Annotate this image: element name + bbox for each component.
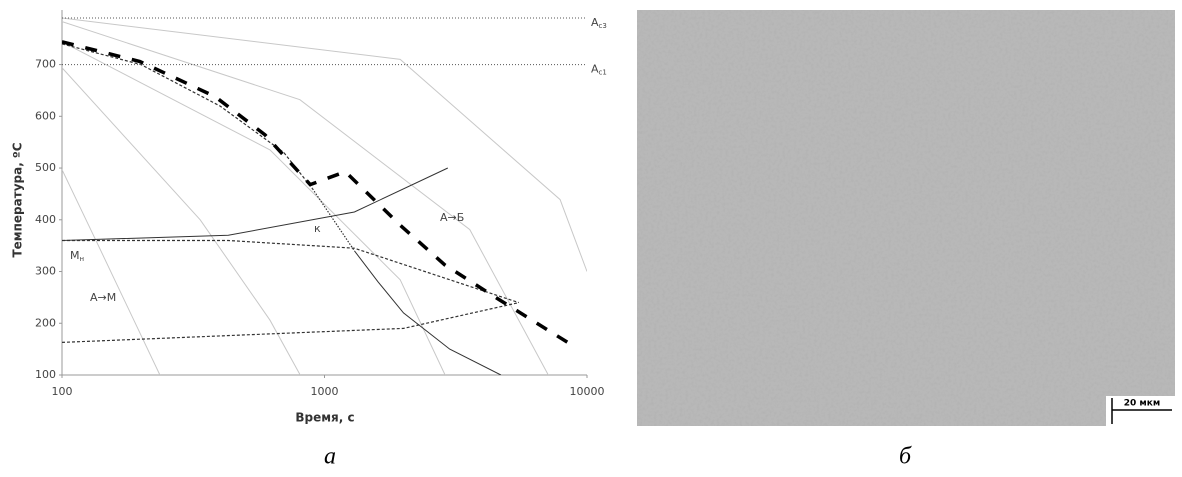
reference-label-main: A: [591, 63, 599, 76]
y-tick-label: 300: [35, 265, 56, 278]
y-tick-label: 200: [35, 316, 56, 329]
cooling-curve: [62, 169, 161, 375]
x-axis-title: Время, с: [295, 411, 354, 425]
y-tick-label: 400: [35, 213, 56, 226]
x-tick-label: 1000: [311, 385, 339, 398]
y-tick-label: 600: [35, 109, 56, 122]
cooling-curve: [62, 302, 519, 343]
x-tick-label: 100: [52, 385, 73, 398]
reference-label-sub: c1: [599, 69, 607, 77]
cooling-curve: [62, 239, 519, 304]
annotation-text: A→M: [90, 291, 116, 304]
panel-label: б: [899, 444, 912, 470]
y-tick-label: 500: [35, 161, 56, 174]
annotation-text: M: [70, 249, 80, 262]
cooling-curve: [62, 43, 313, 190]
reference-label: Ac1: [591, 63, 607, 77]
cooling-curve: [62, 67, 301, 375]
cooling-curve: [62, 21, 549, 375]
x-tick-label: 10000: [570, 385, 605, 398]
y-axis-title: Температура, ºС: [11, 142, 25, 257]
scale-label: 20 мкм: [1124, 399, 1160, 409]
reference-label-main: A: [591, 16, 599, 29]
annotation-text: A→Б: [440, 211, 464, 224]
cooling-curve: [62, 40, 573, 347]
annotation-sub: н: [80, 255, 85, 263]
cooling-curve: [354, 250, 502, 375]
panel-label: а: [324, 444, 336, 470]
reference-label-sub: c3: [599, 22, 607, 30]
annotation: Mн: [70, 249, 84, 263]
scale-box: [1106, 396, 1175, 426]
y-tick-label: 700: [35, 58, 56, 71]
reference-label: Ac3: [591, 16, 607, 30]
cooling-curve: [62, 41, 446, 375]
annotation: A→M: [90, 291, 116, 304]
annotation-text: к: [314, 222, 321, 235]
cooling-curve: [62, 17, 587, 272]
y-tick-label: 100: [35, 368, 56, 381]
curves: [62, 17, 587, 375]
annotation: A→Б: [440, 211, 464, 224]
annotation: к: [314, 222, 321, 235]
cooling-curve: [62, 167, 449, 241]
micrograph: 20 мкм: [637, 10, 1175, 426]
micrograph-texture: [637, 10, 1175, 426]
cooling-curve: [312, 188, 355, 252]
